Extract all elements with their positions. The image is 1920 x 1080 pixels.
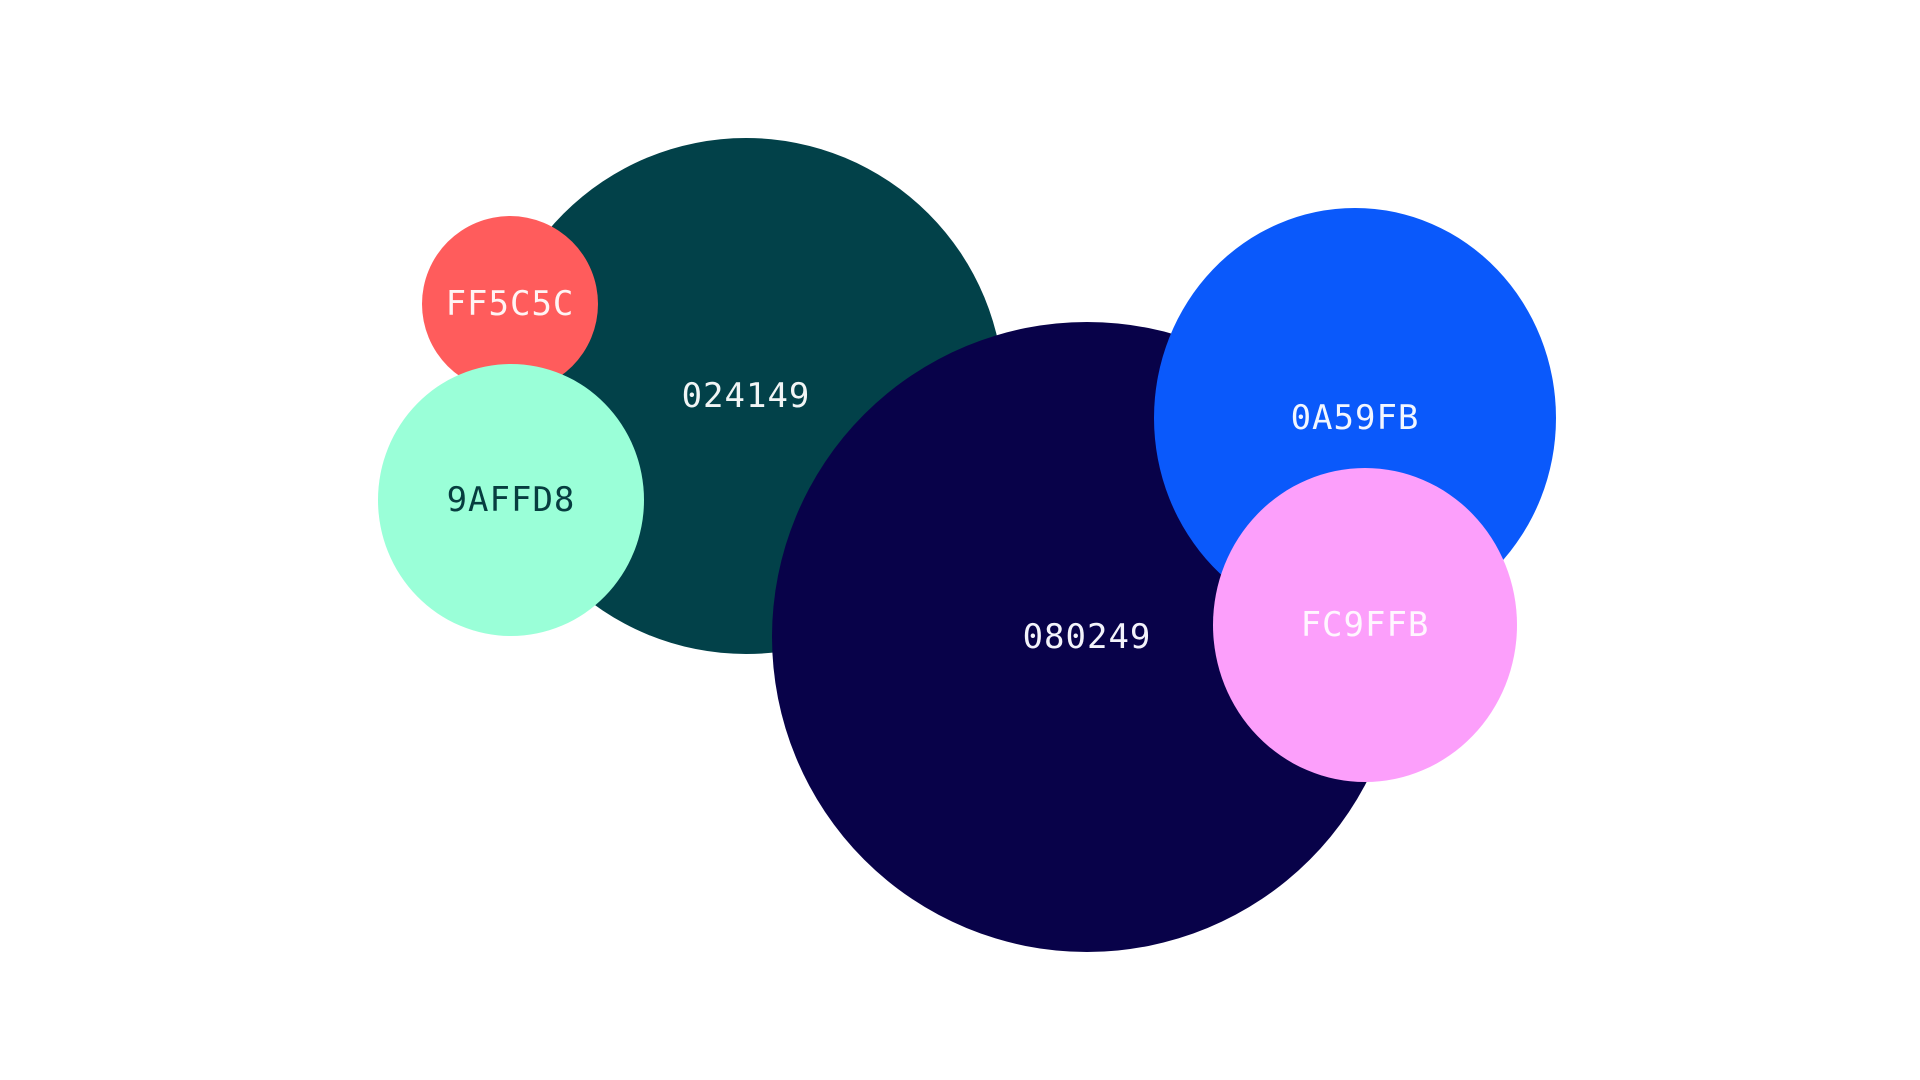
bubble-label-0a59fb: 0A59FB — [1290, 398, 1420, 438]
bubble-label-080249: 080249 — [1022, 617, 1152, 657]
bubble-label-ff5c5c: FF5C5C — [445, 284, 575, 324]
bubble-9affd8: 9AFFD8 — [378, 364, 644, 636]
bubble-ff5c5c: FF5C5C — [422, 216, 598, 392]
bubble-label-fc9ffb: FC9FFB — [1300, 605, 1430, 645]
bubble-label-024149: 024149 — [681, 376, 811, 416]
bubble-fc9ffb: FC9FFB — [1213, 468, 1517, 782]
bubble-label-9affd8: 9AFFD8 — [446, 480, 576, 520]
